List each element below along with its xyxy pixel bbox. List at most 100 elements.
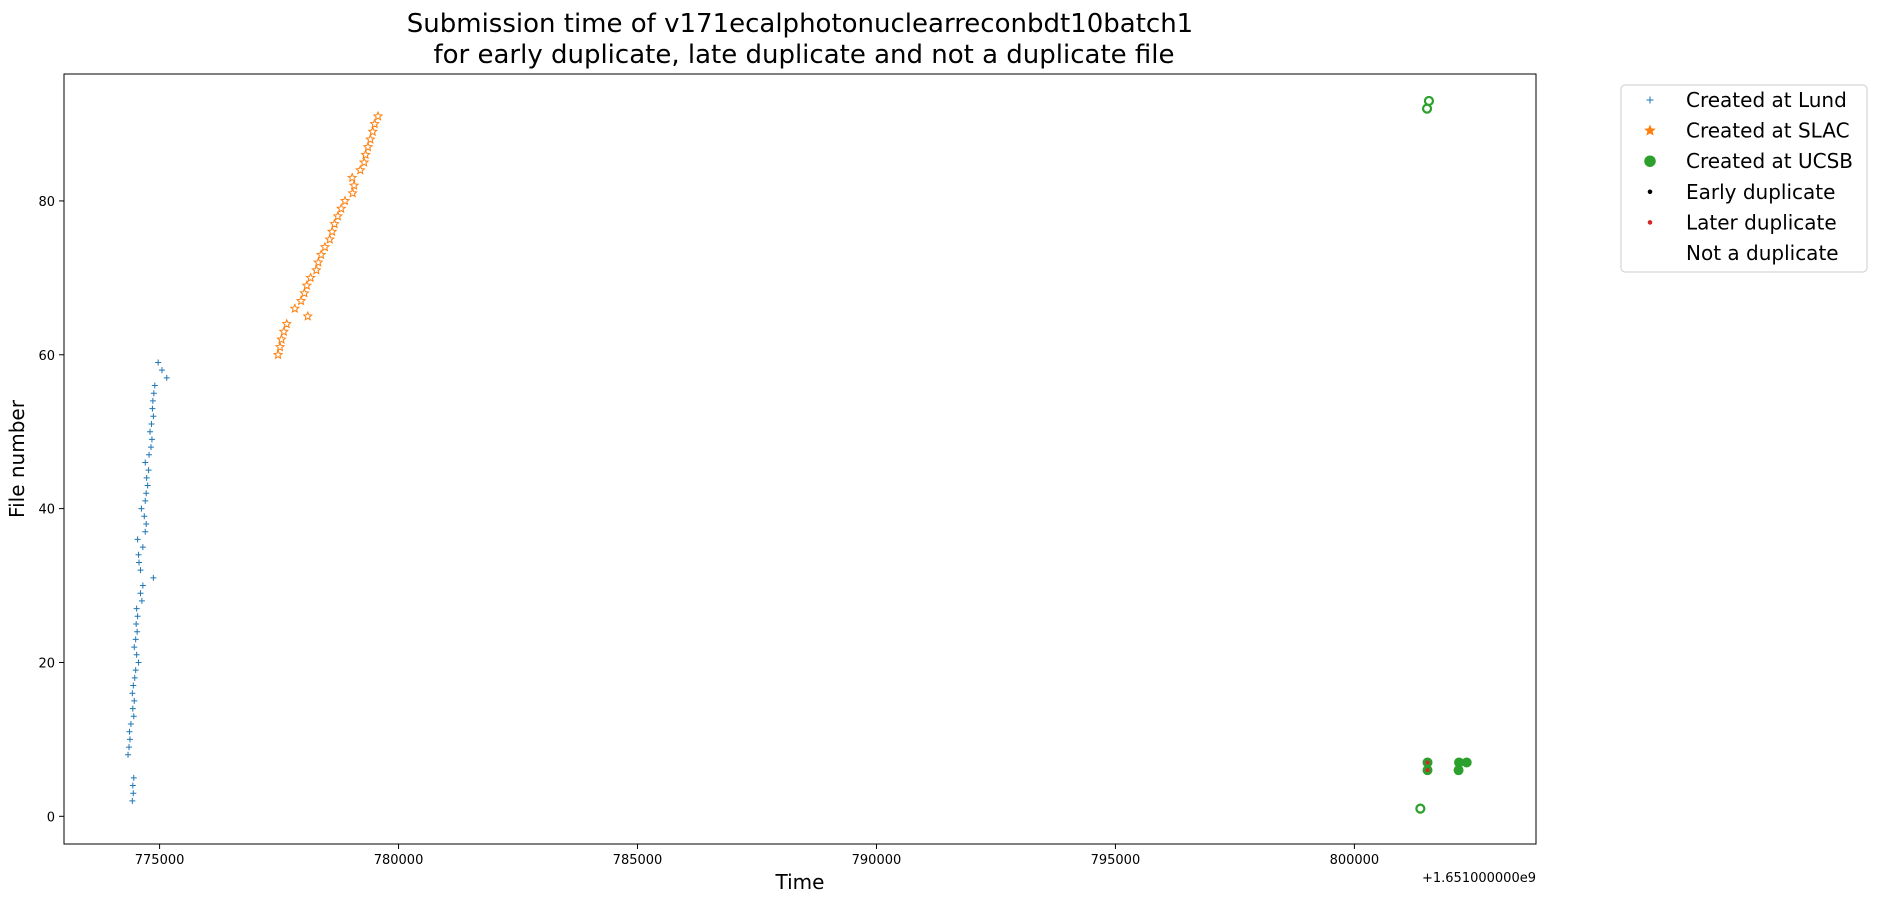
data-point-series-0 — [143, 490, 150, 497]
data-point-series-1 — [355, 164, 366, 175]
data-point-series-0 — [146, 451, 153, 458]
data-point-series-0 — [126, 728, 133, 735]
data-point-series-0 — [133, 651, 140, 658]
data-point-series-3 — [1461, 757, 1472, 768]
data-point-series-1 — [295, 295, 307, 306]
data-point-series-1 — [365, 133, 376, 144]
legend-label: Created at Lund — [1686, 88, 1847, 112]
legend: Created at Lund Created at SLAC Created at… — [1620, 84, 1868, 273]
legend-marker-4 — [1647, 220, 1653, 225]
axis-ticks: 775000 780000 785000 790000 795000 800000 0 20 4… — [38, 195, 1379, 868]
data-point-series-1 — [301, 280, 313, 290]
data-point-series-1 — [339, 195, 351, 206]
x-tick-label: 795000 — [1091, 853, 1141, 868]
data-point-series-1 — [324, 233, 335, 244]
data-point-series-1 — [367, 126, 378, 137]
data-point-series-0 — [138, 505, 145, 512]
data-point-series-0 — [141, 513, 148, 520]
data-point-series-0 — [150, 574, 157, 581]
y-tick-label: 0 — [47, 810, 55, 825]
data-point-series-0 — [131, 697, 138, 704]
data-point-series-1 — [299, 287, 310, 298]
data-point-series-0 — [125, 751, 132, 758]
data-point-series-0 — [131, 644, 138, 651]
data-point-series-1 — [346, 172, 358, 183]
data-point-series-0 — [138, 597, 145, 604]
legend-label: Early duplicate — [1686, 180, 1835, 204]
chart-title-line-2: for early duplicate, late duplicate and … — [433, 40, 1174, 70]
legend-marker-0 — [1646, 96, 1654, 104]
x-tick-label: 800000 — [1330, 853, 1380, 868]
data-point-series-0 — [144, 482, 151, 489]
data-point-series-1 — [313, 256, 324, 267]
data-point-series-1 — [311, 264, 322, 275]
data-point-series-1 — [335, 203, 347, 214]
data-point-series-0 — [130, 682, 137, 689]
data-point-series-0 — [135, 551, 142, 558]
legend-label: Later duplicate — [1686, 210, 1837, 234]
data-point-series-1 — [272, 349, 284, 360]
x-tick-label: 785000 — [613, 853, 663, 868]
data-point-series-0 — [147, 428, 154, 435]
y-axis-label: File number — [5, 399, 29, 518]
data-point-series-0 — [132, 667, 139, 674]
legend-marker-2 — [1644, 155, 1656, 167]
x-axis-label: Time — [775, 870, 825, 894]
data-point-series-0 — [135, 659, 142, 666]
data-point-series-0 — [133, 621, 140, 627]
data-point-series-0 — [163, 374, 170, 381]
data-point-series-0 — [147, 444, 154, 451]
data-point-series-0 — [158, 367, 165, 374]
data-point-series-0 — [143, 474, 150, 481]
data-point-series-0 — [148, 421, 155, 427]
data-point-series-0 — [127, 721, 134, 727]
data-point-series-0 — [148, 436, 155, 443]
data-point-series-0 — [129, 782, 136, 789]
data-point-series-0 — [129, 797, 136, 804]
x-tick-label: 780000 — [374, 853, 424, 868]
data-point-series-0 — [129, 705, 136, 712]
data-point-series-1 — [329, 218, 340, 229]
data-point-series-0 — [134, 613, 141, 620]
data-point-series-1 — [360, 149, 371, 160]
data-point-series-2 — [1423, 95, 1435, 107]
chart-title-line-1: Submission time of v171ecalphotonuclearr… — [407, 9, 1193, 39]
x-tick-label: 775000 — [135, 853, 185, 868]
data-point-series-0 — [149, 397, 156, 404]
y-tick-label: 80 — [38, 195, 55, 210]
data-point-series-1 — [326, 226, 338, 237]
data-point-series-0 — [134, 536, 141, 543]
legend-label: Not a duplicate — [1686, 241, 1839, 265]
data-point-series-1 — [302, 310, 313, 321]
x-tick-label: 790000 — [852, 853, 902, 868]
data-point-series-4 — [1425, 768, 1430, 773]
data-point-series-1 — [276, 333, 287, 344]
data-point-series-0 — [130, 713, 137, 720]
data-point-series-1 — [369, 118, 380, 129]
data-point-series-0 — [155, 359, 162, 366]
data-point-series-0 — [136, 559, 143, 566]
data-point-series-0 — [143, 521, 150, 527]
data-point-series-0 — [139, 582, 146, 589]
data-point-series-0 — [137, 590, 144, 597]
data-point-series-0 — [142, 528, 149, 535]
data-point-series-0 — [149, 405, 156, 412]
data-point-series-0 — [131, 674, 138, 681]
data-point-series-0 — [137, 567, 144, 574]
x-axis-offset-label: +1.651000000e9 — [1422, 871, 1536, 886]
data-point-series-1 — [332, 210, 344, 221]
data-point-series-0 — [150, 413, 157, 420]
legend-label: Created at UCSB — [1686, 149, 1853, 173]
data-point-series-0 — [130, 774, 137, 781]
y-tick-label: 20 — [38, 656, 55, 671]
y-tick-label: 60 — [38, 349, 55, 364]
data-point-series-1 — [319, 241, 331, 252]
data-point-series-1 — [372, 110, 384, 121]
legend-marker-1 — [1644, 124, 1656, 136]
legend-box — [1620, 84, 1868, 273]
data-point-series-1 — [281, 318, 292, 329]
data-point-series-0 — [139, 544, 146, 551]
data-point-series-0 — [126, 736, 133, 743]
